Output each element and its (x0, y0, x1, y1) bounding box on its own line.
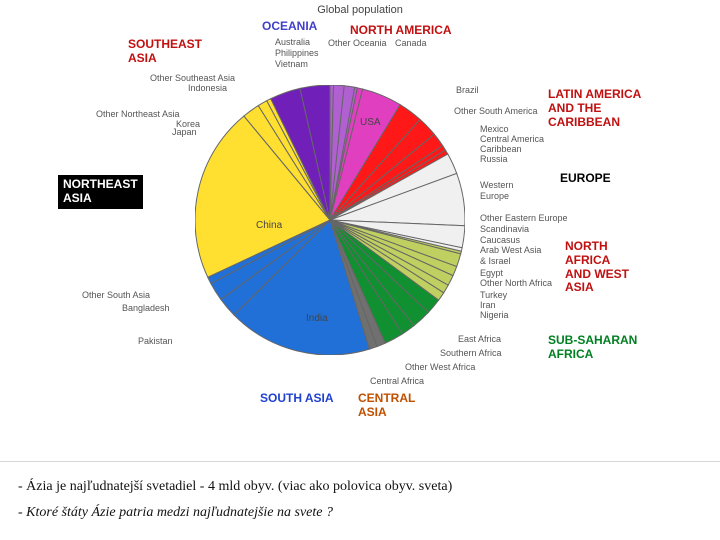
sublabel: Other Northeast Asia (96, 109, 180, 120)
chart-area: Global population OCEANIA NORTH AMERICA SO… (0, 0, 720, 450)
pie-label: China (256, 220, 282, 231)
sublabel: Brazil (456, 85, 479, 96)
sublabel: Other North Africa (480, 278, 552, 289)
sublabel: Arab West Asia & Israel (480, 245, 541, 267)
sublabel: Japan (172, 127, 197, 138)
sublabel: Southern Africa (440, 348, 502, 359)
footer-text: - Ázia je najľudnatejší svetadiel - 4 ml… (0, 461, 720, 540)
sublabel: Canada (395, 38, 427, 49)
sublabel: Bangladesh (122, 303, 170, 314)
sublabel: Other South America (454, 106, 538, 117)
footer-line-1: - Ázia je najľudnatejší svetadiel - 4 ml… (18, 474, 702, 500)
sublabel: Pakistan (138, 336, 173, 347)
pie-label: India (306, 313, 328, 324)
region-label: SOUTHEAST ASIA (128, 38, 202, 66)
sublabel: Australia Philippines Vietnam (275, 37, 319, 69)
sublabel: East Africa (458, 334, 501, 345)
sublabel: Scandinavia (480, 224, 529, 235)
region-label: SUB-SAHARAN AFRICA (548, 334, 637, 362)
footer-line-2: - Ktoré štáty Ázie patria medzi najľudna… (18, 500, 702, 526)
sublabel: Western Europe (480, 180, 513, 202)
region-label: OCEANIA (262, 20, 317, 34)
region-label: NORTH AMERICA (350, 24, 452, 38)
region-label: SOUTH ASIA (260, 392, 334, 406)
sublabel: Other Oceania (328, 38, 387, 49)
pie-label: USA (360, 117, 381, 128)
region-box: NORTHEAST ASIA (58, 175, 143, 209)
region-label: NORTH AFRICA AND WEST ASIA (565, 240, 629, 295)
sublabel: Other Eastern Europe (480, 213, 568, 224)
region-label: CENTRAL ASIA (358, 392, 415, 420)
chart-title: Global population (317, 4, 403, 16)
pie-chart (195, 85, 465, 355)
sublabel: Other West Africa (405, 362, 475, 373)
sublabel: Other South Asia (82, 290, 150, 301)
region-label: LATIN AMERICA AND THE CARIBBEAN (548, 88, 641, 129)
sublabel: Russia (480, 154, 508, 165)
sublabel: Central Africa (370, 376, 424, 387)
sublabel: Indonesia (188, 83, 227, 94)
region-label: EUROPE (560, 172, 611, 186)
sublabel: Nigeria (480, 310, 509, 321)
